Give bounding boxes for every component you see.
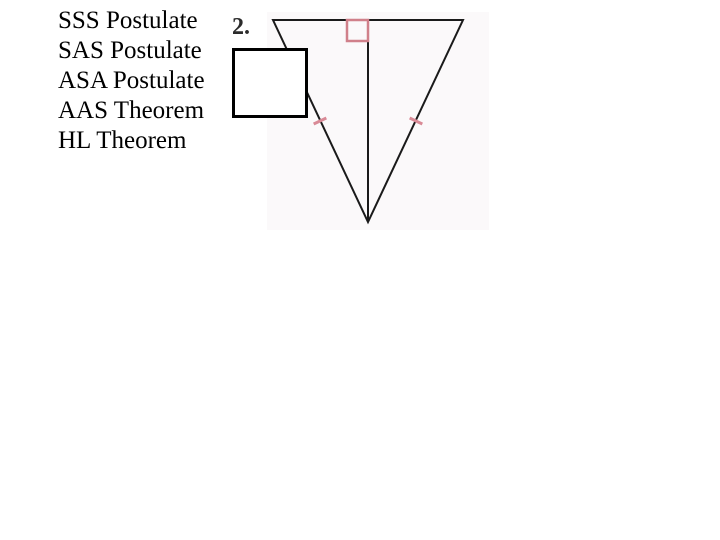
- postulate-line: SAS Postulate: [58, 36, 205, 66]
- postulate-line: ASA Postulate: [58, 66, 205, 96]
- answer-box: [232, 48, 308, 118]
- triangle-svg: [263, 8, 493, 234]
- postulate-list: SSS Postulate SAS Postulate ASA Postulat…: [58, 6, 205, 156]
- triangle-figure: [263, 8, 493, 234]
- question-number: 2.: [232, 14, 250, 41]
- postulate-line: HL Theorem: [58, 126, 205, 156]
- postulate-line: SSS Postulate: [58, 6, 205, 36]
- postulate-line: AAS Theorem: [58, 96, 205, 126]
